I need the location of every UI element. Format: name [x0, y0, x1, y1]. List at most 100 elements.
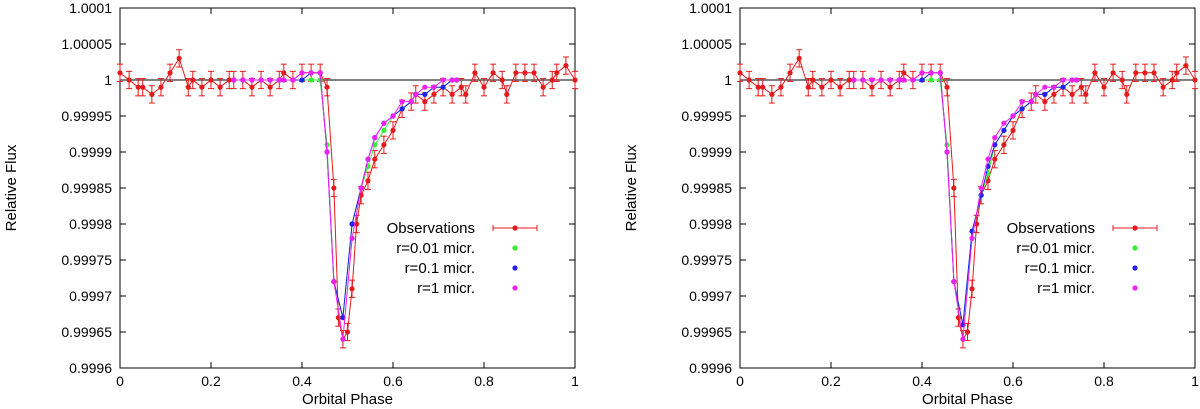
data-point [1010, 113, 1016, 119]
data-point [919, 70, 925, 76]
data-point [324, 84, 330, 90]
y-tick-label: 0.99995 [681, 108, 732, 124]
data-point [737, 70, 743, 76]
legend-marker [1132, 265, 1138, 271]
y-tick-label: 0.99995 [61, 108, 112, 124]
data-point [1092, 70, 1098, 76]
data-point [951, 279, 957, 285]
x-tick-label: 0.6 [1003, 373, 1023, 389]
x-tick-label: 1 [1191, 373, 1199, 389]
data-point [449, 77, 455, 83]
data-point [226, 77, 232, 83]
data-point [504, 91, 510, 97]
data-point [992, 135, 998, 141]
data-point [1078, 84, 1084, 90]
y-axis-label: Relative Flux [3, 144, 20, 231]
data-point [1119, 77, 1125, 83]
legend-label: Observations [1007, 220, 1095, 237]
data-point [1042, 99, 1048, 105]
data-point [769, 91, 775, 97]
y-tick-label: 1.0001 [689, 0, 732, 16]
data-point [760, 84, 766, 90]
data-point [1183, 63, 1189, 69]
data-point [901, 70, 907, 76]
data-point [381, 120, 387, 126]
data-point [381, 142, 387, 148]
data-point [490, 70, 496, 76]
x-tick-label: 0 [116, 373, 124, 389]
series-line [853, 72, 1077, 340]
data-point [985, 156, 991, 162]
data-point [199, 84, 205, 90]
data-point [135, 84, 141, 90]
data-point [249, 84, 255, 90]
data-point [422, 84, 428, 90]
data-point [828, 77, 834, 83]
data-point [1051, 91, 1057, 97]
data-point [458, 84, 464, 90]
data-point [440, 77, 446, 83]
data-point [1001, 127, 1007, 133]
data-point [499, 77, 505, 83]
data-point [290, 77, 296, 83]
data-point [217, 84, 223, 90]
data-point [969, 286, 975, 292]
data-point [928, 70, 934, 76]
x-tick-label: 0.4 [912, 373, 932, 389]
legend-marker [512, 225, 518, 231]
data-point [317, 70, 323, 76]
legend-label: Observations [387, 220, 475, 237]
data-point [358, 185, 364, 191]
x-tick-label: 0.2 [201, 373, 221, 389]
data-point [454, 77, 460, 83]
series-line [233, 72, 457, 340]
data-point [431, 91, 437, 97]
data-point [276, 77, 282, 83]
data-point [117, 70, 123, 76]
data-point [413, 91, 419, 97]
data-point [944, 84, 950, 90]
data-point [1069, 77, 1075, 83]
data-point [422, 99, 428, 105]
data-point [755, 84, 761, 90]
data-point [365, 178, 371, 184]
data-point [978, 185, 984, 191]
y-tick-label: 0.99985 [61, 180, 112, 196]
y-tick-label: 1.00005 [61, 36, 112, 52]
y-tick-label: 0.9998 [69, 216, 112, 232]
x-tick-label: 1 [571, 373, 579, 389]
data-point [549, 77, 555, 83]
data-point [349, 221, 355, 227]
legend-label: r=1 micr. [417, 280, 475, 297]
data-point [1101, 84, 1107, 90]
y-tick-label: 0.9999 [69, 144, 112, 160]
data-point [805, 84, 811, 90]
y-tick-label: 0.99965 [61, 324, 112, 340]
x-tick-label: 0.6 [383, 373, 403, 389]
legend-label: r=0.1 micr. [1025, 260, 1095, 277]
data-point [463, 91, 469, 97]
data-point [1010, 127, 1016, 133]
x-axis-label: Orbital Phase [922, 391, 1013, 408]
data-point [572, 77, 578, 83]
data-point [340, 315, 346, 321]
data-point [331, 185, 337, 191]
data-point [919, 77, 925, 83]
data-point [810, 77, 816, 83]
chart-left: 0 0.2 0.4 0.6 0.8 1 0.9996 0.99965 0.9997 0.99975… [3, 0, 579, 408]
data-point [1069, 91, 1075, 97]
data-point [240, 77, 246, 83]
data-point [1019, 106, 1025, 112]
y-tick-label: 0.9996 [69, 360, 112, 376]
data-point [1110, 70, 1116, 76]
data-point [381, 127, 387, 133]
data-point [944, 149, 950, 155]
data-point [317, 77, 323, 83]
data-point [472, 70, 478, 76]
data-point [324, 149, 330, 155]
data-point [1074, 77, 1080, 83]
data-point [554, 70, 560, 76]
legend-marker [1132, 225, 1138, 231]
data-point [910, 77, 916, 83]
data-point [231, 77, 237, 83]
